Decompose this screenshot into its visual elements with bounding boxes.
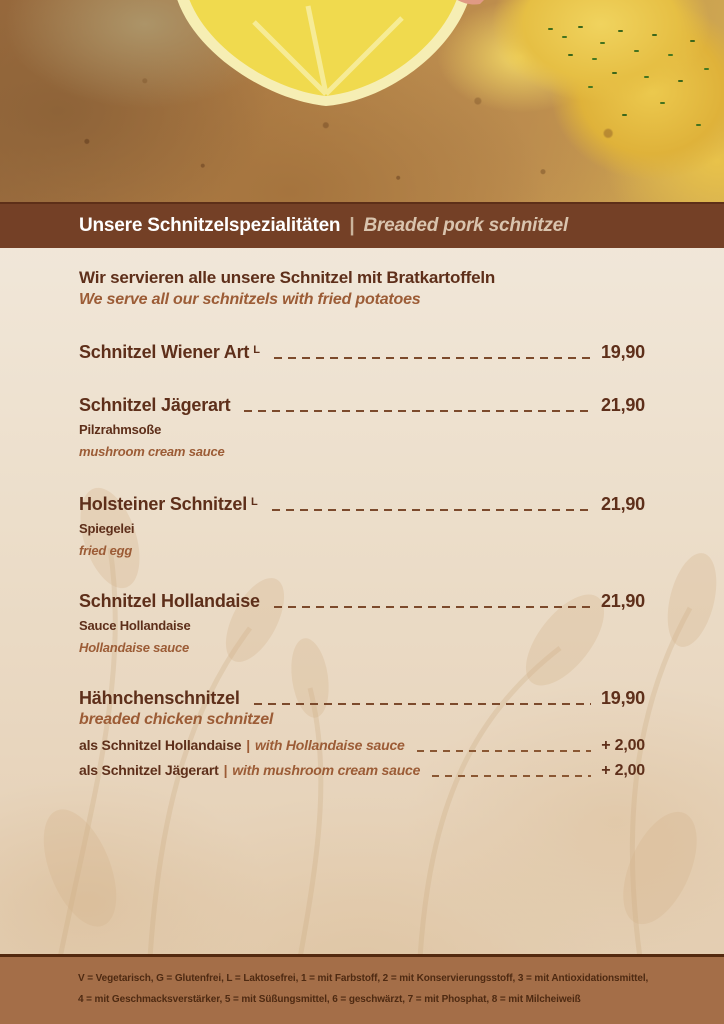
price-leader-dashes <box>253 703 591 705</box>
menu-item-list: Schnitzel Wiener Art L 19,90 Schnitzel Jä… <box>79 339 645 780</box>
item-variant-row: als Schnitzel Hollandaise | with Holland… <box>79 737 645 755</box>
banner-title-german: Unsere Schnitzelspezialitäten <box>79 215 341 236</box>
menu-content: Wir servieren alle unsere Schnitzel mit … <box>0 248 724 780</box>
item-description-english: fried egg <box>79 543 133 558</box>
menu-item-row: Schnitzel Hollandaise 21,90 <box>79 590 645 612</box>
menu-item-row: Schnitzel Wiener Art L 19,90 <box>79 339 645 363</box>
menu-item-row: Holsteiner Schnitzel L 21,90 <box>79 491 645 515</box>
section-banner: Unsere Schnitzelspezialitäten | Breaded … <box>0 202 724 248</box>
item-price: 19,90 <box>600 688 645 708</box>
variant-name-german: als Schnitzel Jägerart <box>79 762 219 778</box>
item-name: Holsteiner Schnitzel L <box>79 494 258 514</box>
item-description-german: Pilzrahmsoße <box>79 422 162 437</box>
chive-garnish <box>548 28 553 30</box>
intro-text-german: Wir servieren alle unsere Schnitzel mit … <box>79 268 496 287</box>
legend-line-2: 4 = mit Geschmacksverstärker, 5 = mit Sü… <box>78 994 581 1005</box>
price-leader-dashes <box>273 357 591 359</box>
item-variant-row: als Schnitzel Jägerart | with mushroom c… <box>79 762 645 780</box>
item-price: 21,90 <box>600 395 645 415</box>
menu-item-row: Schnitzel Jägerart 21,90 <box>79 394 645 416</box>
variant-name-german: als Schnitzel Hollandaise <box>79 737 242 753</box>
variant-price: + 2,00 <box>601 762 645 779</box>
banner-title-english: Breaded pork schnitzel <box>363 215 569 236</box>
price-leader-dashes <box>416 750 592 752</box>
item-description-german: Spiegelei <box>79 521 135 536</box>
variant-separator: | <box>223 762 228 778</box>
price-leader-dashes <box>271 509 591 511</box>
menu-item: Schnitzel Wiener Art L 19,90 <box>79 339 645 363</box>
menu-item: Hähnchenschnitzel 19,90 breaded chicken … <box>79 687 645 780</box>
allergen-marker: L <box>251 496 258 508</box>
variant-separator: | <box>246 737 250 753</box>
item-description-english: Hollandaise sauce <box>79 640 190 655</box>
item-price: 19,90 <box>600 342 645 362</box>
item-name: Schnitzel Jägerart <box>79 395 231 415</box>
item-name: Schnitzel Wiener Art L <box>79 342 260 362</box>
item-price: 21,90 <box>600 591 645 611</box>
menu-item-row: Hähnchenschnitzel 19,90 <box>79 687 645 709</box>
item-name: Schnitzel Hollandaise <box>79 591 260 611</box>
menu-item: Schnitzel Hollandaise 21,90 Sauce Hollan… <box>79 590 645 656</box>
item-name: Hähnchenschnitzel <box>79 688 240 708</box>
menu-item: Schnitzel Jägerart 21,90 Pilzrahmsoße mu… <box>79 394 645 460</box>
item-description-english: breaded chicken schnitzel <box>79 711 274 728</box>
variant-name-english: with mushroom cream sauce <box>232 762 421 778</box>
allergen-legend-footer: V = Vegetarisch, G = Glutenfrei, L = Lak… <box>0 954 724 1024</box>
allergen-marker: L <box>253 344 260 356</box>
legend-line-1: V = Vegetarisch, G = Glutenfrei, L = Lak… <box>78 973 649 984</box>
item-description-english: mushroom cream sauce <box>79 444 225 459</box>
variant-name-english: with Hollandaise sauce <box>255 737 405 753</box>
lemon-wedge-icon <box>177 0 484 106</box>
intro-text-english: We serve all our schnitzels with fried p… <box>79 291 421 308</box>
banner-separator: | <box>349 215 355 236</box>
menu-item: Holsteiner Schnitzel L 21,90 Spiegelei fr… <box>79 491 645 559</box>
variant-price: + 2,00 <box>601 737 645 754</box>
price-leader-dashes <box>432 775 592 777</box>
item-description-german: Sauce Hollandaise <box>79 618 191 633</box>
price-leader-dashes <box>273 606 591 608</box>
hero-photo-schnitzel <box>0 0 724 202</box>
price-leader-dashes <box>244 410 591 412</box>
item-price: 21,90 <box>600 494 645 514</box>
